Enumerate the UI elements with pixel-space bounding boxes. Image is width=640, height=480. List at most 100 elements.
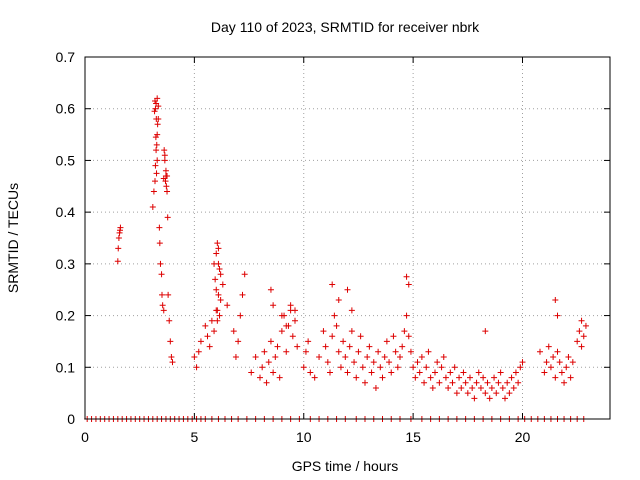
data-point	[353, 374, 360, 381]
data-point	[167, 338, 174, 345]
data-point	[565, 353, 572, 360]
data-point	[237, 312, 244, 319]
data-point	[486, 395, 493, 402]
data-point	[283, 348, 290, 355]
data-point	[166, 317, 173, 324]
y-tick-label: 0.7	[56, 49, 76, 65]
data-point	[292, 307, 298, 314]
y-tick-label: 0	[67, 411, 75, 427]
data-point	[224, 302, 231, 309]
data-point	[294, 343, 301, 350]
data-point	[162, 167, 169, 174]
data-point	[362, 379, 368, 386]
y-tick-label: 0.6	[56, 101, 76, 117]
data-point	[405, 281, 412, 288]
data-point	[558, 369, 565, 376]
data-point	[214, 317, 221, 324]
data-point	[456, 374, 463, 381]
data-point	[434, 359, 441, 366]
data-point	[499, 384, 506, 391]
data-point	[372, 384, 379, 391]
data-point	[216, 266, 223, 273]
data-point	[232, 353, 239, 360]
y-tick-label: 0.2	[56, 308, 76, 324]
data-point	[462, 379, 469, 386]
data-point	[153, 141, 160, 148]
data-point	[556, 359, 563, 366]
data-point	[342, 353, 349, 360]
data-point	[152, 162, 159, 169]
data-point	[381, 353, 388, 360]
data-point	[150, 188, 157, 195]
data-point	[576, 328, 583, 335]
data-point	[337, 364, 344, 371]
data-point	[164, 188, 171, 195]
data-point	[547, 364, 554, 371]
data-point	[473, 379, 480, 386]
x-tick-label: 15	[405, 429, 421, 445]
data-point	[115, 235, 122, 241]
data-point	[272, 353, 279, 360]
y-axis-title: SRMTID / TECUs	[5, 183, 21, 293]
data-point	[154, 157, 161, 164]
data-point	[386, 359, 393, 366]
data-point	[327, 369, 333, 376]
data-point	[515, 379, 522, 386]
data-point	[191, 353, 198, 360]
data-point	[550, 353, 557, 360]
data-point	[458, 384, 465, 391]
data-point	[320, 328, 327, 335]
data-point	[214, 307, 221, 314]
data-point	[160, 307, 167, 314]
data-point	[475, 369, 482, 376]
data-point	[421, 379, 428, 386]
data-point	[580, 333, 587, 340]
data-point	[464, 390, 471, 397]
data-point	[164, 214, 171, 221]
x-tick-label: 0	[81, 429, 89, 445]
data-point	[159, 302, 166, 309]
data-point	[333, 322, 340, 329]
data-point	[208, 317, 215, 324]
data-point	[307, 369, 314, 376]
data-point	[351, 359, 358, 366]
data-point	[375, 348, 382, 355]
data-point	[216, 312, 223, 319]
data-point	[151, 108, 158, 115]
data-point	[270, 369, 277, 376]
data-point	[471, 395, 478, 402]
data-point	[394, 364, 401, 371]
data-point	[504, 379, 511, 386]
data-point	[197, 338, 204, 345]
data-point	[117, 224, 124, 231]
data-point	[379, 374, 386, 381]
x-tick-label: 10	[296, 429, 312, 445]
data-point	[348, 328, 355, 335]
data-point	[482, 328, 489, 335]
data-point	[329, 281, 336, 288]
data-point	[159, 291, 165, 298]
data-point	[329, 333, 336, 340]
data-point	[252, 353, 259, 360]
data-point	[545, 343, 552, 350]
data-point	[213, 286, 220, 293]
data-point	[153, 147, 160, 154]
data-point	[508, 374, 515, 381]
data-point	[152, 97, 158, 104]
data-point	[195, 348, 202, 355]
data-point	[561, 379, 568, 386]
data-point	[230, 328, 237, 335]
data-point	[193, 364, 200, 371]
data-point	[438, 364, 445, 371]
data-point	[206, 343, 213, 350]
data-point	[215, 260, 222, 267]
y-tick-label: 0.4	[56, 204, 76, 220]
data-point	[418, 353, 425, 360]
data-point	[512, 369, 519, 376]
data-point	[436, 379, 443, 386]
data-point	[259, 364, 266, 371]
data-point	[163, 183, 170, 190]
data-point	[552, 374, 559, 381]
data-point	[217, 297, 224, 304]
data-point	[488, 384, 495, 391]
